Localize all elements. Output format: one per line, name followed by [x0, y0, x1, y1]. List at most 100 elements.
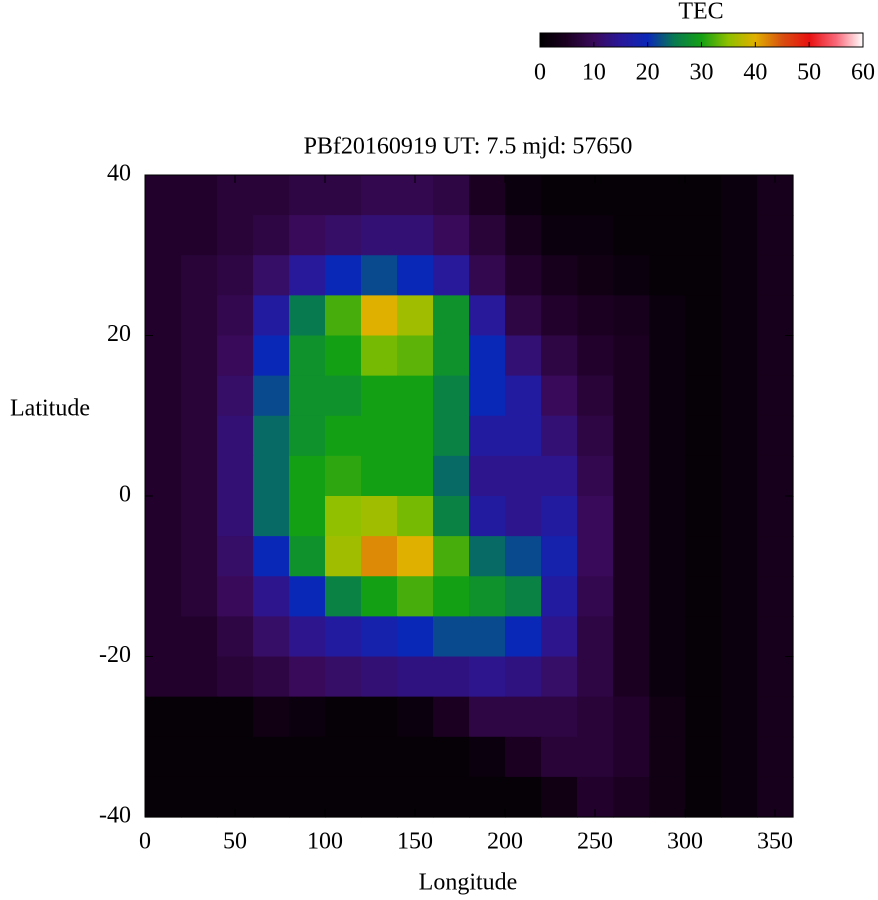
- heatmap-cell: [217, 496, 254, 537]
- heatmap-cell: [289, 616, 326, 658]
- heatmap-cell: [757, 335, 794, 377]
- heatmap-cell: [361, 656, 398, 698]
- heatmap-cell: [541, 415, 578, 457]
- heatmap-cell: [145, 736, 182, 778]
- heatmap-cell: [217, 215, 254, 256]
- heatmap-cell: [181, 335, 218, 377]
- heatmap-cell: [217, 536, 254, 577]
- heatmap-cell: [397, 496, 434, 537]
- heatmap-cell: [253, 295, 290, 337]
- heatmap-cell: [145, 375, 182, 417]
- heatmap-cell: [541, 375, 578, 417]
- heatmap-cell: [685, 616, 722, 658]
- heatmap-cell: [613, 255, 650, 296]
- heatmap-cell: [649, 215, 686, 256]
- heatmap-cell: [181, 536, 218, 577]
- x-tick-label: 100: [307, 829, 343, 855]
- heatmap-cell: [289, 696, 326, 738]
- heatmap-cell: [541, 496, 578, 537]
- heatmap-cell: [613, 736, 650, 778]
- heatmap-cell: [613, 656, 650, 698]
- heatmap-cell: [649, 536, 686, 577]
- heatmap-cell: [577, 215, 614, 256]
- heatmap-cell: [253, 375, 290, 417]
- heatmap-cell: [469, 455, 506, 497]
- heatmap-cell: [433, 335, 470, 377]
- heatmap-cell: [217, 696, 254, 738]
- heatmap-cell: [649, 255, 686, 296]
- heatmap-cell: [649, 496, 686, 537]
- heatmap-cell: [505, 375, 542, 417]
- heatmap-cell: [397, 696, 434, 738]
- heatmap-cell: [685, 455, 722, 497]
- heatmap-cell: [577, 375, 614, 417]
- heatmap-cell: [181, 415, 218, 457]
- y-axis-label: Latitude: [10, 396, 90, 422]
- heatmap-cell: [289, 736, 326, 778]
- heatmap-cell: [469, 576, 506, 617]
- heatmap-cell: [253, 656, 290, 698]
- heatmap-cell: [469, 255, 506, 296]
- heatmap-cell: [433, 616, 470, 658]
- colorbar-tick-label: 10: [582, 60, 606, 86]
- heatmap-cell: [613, 335, 650, 377]
- heatmap-cell: [325, 696, 362, 738]
- heatmap-cell: [217, 576, 254, 617]
- heatmap-cell: [325, 736, 362, 778]
- heatmap-cell: [613, 175, 650, 216]
- heatmap-cell: [289, 496, 326, 537]
- colorbar-tick-label: 50: [797, 60, 821, 86]
- heatmap-cell: [505, 536, 542, 577]
- heatmap-cell: [433, 696, 470, 738]
- heatmap-cell: [253, 175, 290, 216]
- heatmap-cell: [757, 656, 794, 698]
- heatmap-cell: [181, 375, 218, 417]
- heatmap-cell: [541, 175, 578, 216]
- heatmap-cell: [289, 175, 326, 216]
- heatmap-cell: [649, 616, 686, 658]
- heatmap-cell: [577, 576, 614, 617]
- heatmap-cell: [433, 736, 470, 778]
- heatmap-cell: [217, 255, 254, 296]
- heatmap-cell: [217, 736, 254, 778]
- heatmap-cell: [145, 175, 182, 216]
- heatmap-cell: [685, 255, 722, 296]
- heatmap-cell: [181, 656, 218, 698]
- heatmap-cell: [757, 576, 794, 617]
- heatmap-cell: [469, 175, 506, 216]
- heatmap-cell: [757, 375, 794, 417]
- heatmap-cell: [721, 295, 758, 337]
- heatmap-cell: [469, 536, 506, 577]
- heatmap-cell: [613, 455, 650, 497]
- heatmap-cell: [145, 255, 182, 296]
- heatmap-cell: [217, 415, 254, 457]
- heatmap-cell: [649, 455, 686, 497]
- heatmap-cell: [253, 335, 290, 377]
- heatmap-cell: [721, 536, 758, 577]
- heatmap-cell: [253, 696, 290, 738]
- y-tick-label: -40: [99, 803, 131, 829]
- heatmap-cell: [505, 696, 542, 738]
- heatmap-cell: [757, 255, 794, 296]
- heatmap-cell: [721, 335, 758, 377]
- colorbar-tick-label: 40: [743, 60, 767, 86]
- heatmap-cell: [253, 215, 290, 256]
- x-tick-label: 50: [223, 829, 247, 855]
- heatmap-cell: [433, 536, 470, 577]
- heatmap-cell: [145, 455, 182, 497]
- heatmap-cell: [289, 375, 326, 417]
- heatmap-cell: [181, 776, 218, 818]
- heatmap-cell: [649, 175, 686, 216]
- heatmap-cell: [541, 536, 578, 577]
- heatmap-cell: [577, 536, 614, 577]
- heatmap-cell: [433, 375, 470, 417]
- heatmap-cell: [649, 335, 686, 377]
- heatmap-cell: [721, 415, 758, 457]
- heatmap-cell: [181, 255, 218, 296]
- heatmap-cell: [325, 616, 362, 658]
- heatmap-cell: [145, 656, 182, 698]
- colorbar-tick-label: 30: [690, 60, 714, 86]
- heatmap-cell: [469, 656, 506, 698]
- heatmap-cell: [397, 616, 434, 658]
